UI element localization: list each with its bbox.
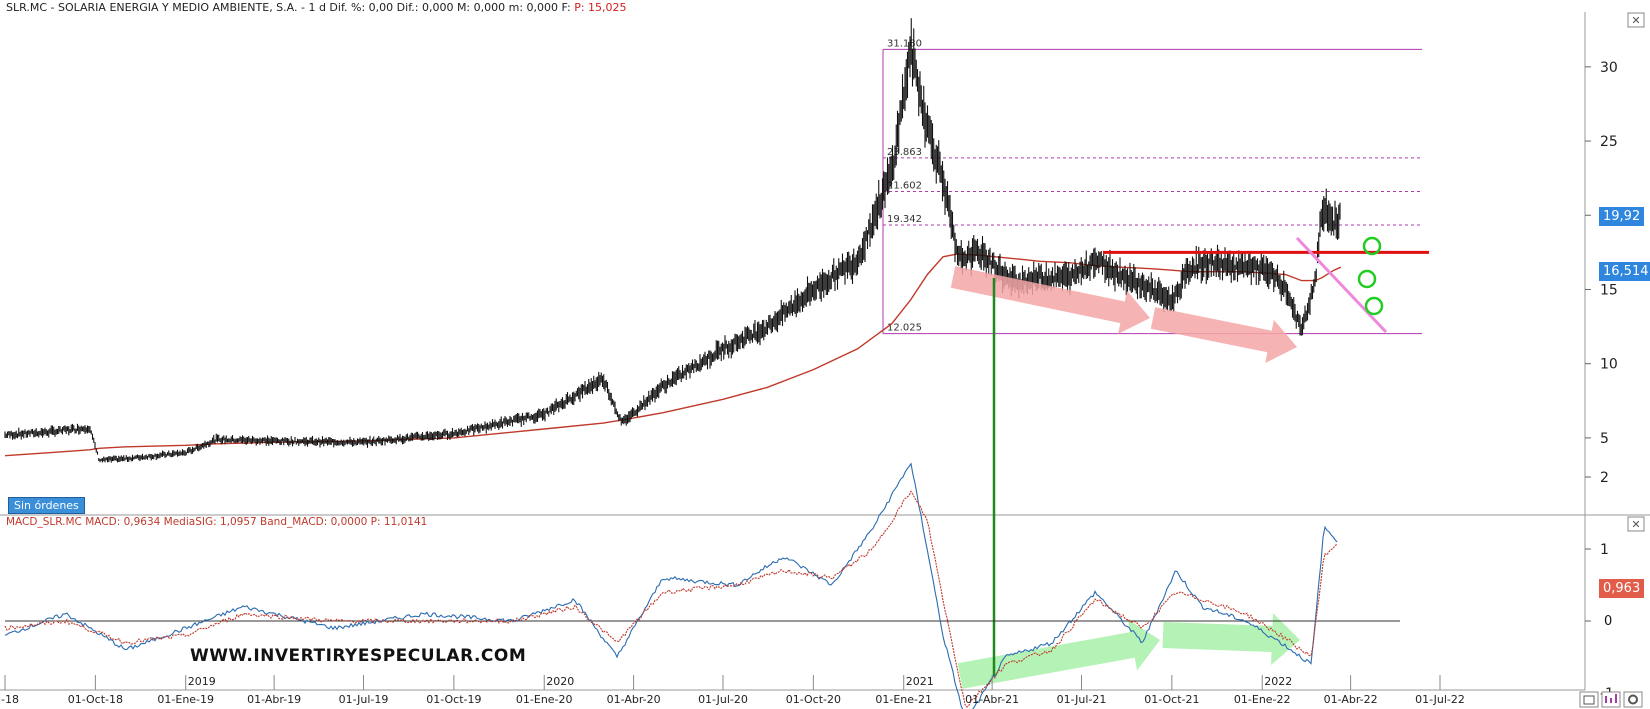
fib-level-label: 23.863: [887, 147, 922, 158]
breakout-circle: [1362, 236, 1382, 256]
time-tick-label: 01-Jul-21: [1057, 693, 1107, 706]
time-tick-label: 01-Ene-20: [516, 693, 573, 706]
breakout-circle: [1364, 296, 1384, 316]
watermark-url: WWW.INVERTIRYESPECULAR.COM: [190, 646, 527, 666]
time-tick-label: 01-Ene-21: [875, 693, 932, 706]
price-tick-label: 25: [1600, 134, 1618, 150]
macd-divergence-arrow-2-shape: [1162, 612, 1300, 665]
window-icon[interactable]: [1579, 691, 1599, 708]
year-label: 2022: [1264, 675, 1292, 688]
settings-icon[interactable]: [1623, 691, 1643, 708]
time-tick-label: 01-Abr-21: [965, 693, 1019, 706]
time-tick-label: 01-Jul-20: [698, 693, 748, 706]
year-label: 2020: [546, 675, 574, 688]
chart-header: SLR.MC - SOLARIA ENERGIA Y MEDIO AMBIENT…: [6, 1, 627, 14]
time-tick-label: 01-Abr-22: [1324, 693, 1378, 706]
year-label: 2021: [906, 675, 934, 688]
macd-zero-label: 0: [1601, 613, 1616, 630]
time-tick-label: 01-Jul-19: [339, 693, 389, 706]
fib-level-label: 21.602: [887, 180, 922, 191]
time-tick-label: 01-Ene-22: [1234, 693, 1291, 706]
fib-level-label: 12.025: [887, 323, 922, 334]
pane-close-icon[interactable]: ✕: [1627, 12, 1645, 28]
macd-divergence-arrow-2: [1162, 612, 1300, 665]
downtrend-arrow-2-shape: [1150, 307, 1297, 364]
macd-tick-label: 1: [1600, 542, 1609, 558]
time-tick-label: ul-18: [0, 693, 19, 706]
downtrend-arrow-1: [950, 266, 1150, 334]
header-close: P: 15,025: [574, 1, 627, 14]
svg-text:✕: ✕: [1631, 14, 1640, 27]
time-tick-label: 01-Oct-20: [786, 693, 841, 706]
macd-divergence-arrow-1-shape: [957, 619, 1160, 689]
macd-tick-label: 2: [1600, 470, 1609, 486]
macd-signal-line: [4, 490, 1338, 708]
macd-header: MACD_SLR.MC MACD: 0,9634 MediaSIG: 1,095…: [6, 516, 428, 528]
header-text: SLR.MC - SOLARIA ENERGIA Y MEDIO AMBIENT…: [6, 1, 571, 14]
macd-line: [4, 462, 1338, 709]
price-tick-label: 5: [1600, 431, 1609, 447]
time-tick-label: 01-Oct-19: [426, 693, 481, 706]
macd-pane: [4, 462, 1400, 709]
time-tick-label: 01-Jul-22: [1415, 693, 1465, 706]
fib-level-label: 31.180: [887, 38, 922, 49]
breakout-circle: [1357, 269, 1377, 289]
fibonacci-retracement[interactable]: 31.180 23.863 21.602 19.342 12.025: [882, 38, 1422, 335]
macd-divergence-arrow-1: [957, 619, 1160, 689]
price-tick-label: 30: [1600, 60, 1618, 76]
axes: 51015202530-112ul-1801-Oct-1801-Ene-1901…: [0, 60, 1618, 706]
drawing-annotations[interactable]: [949, 236, 1429, 702]
time-tick-label: 01-Abr-20: [607, 693, 661, 706]
svg-text:✕: ✕: [1631, 518, 1640, 531]
macd-last-label: 0,963: [1599, 579, 1645, 598]
time-tick-label: 01-Oct-21: [1144, 693, 1199, 706]
year-label: 2019: [188, 675, 216, 688]
fib-level-label: 19.342: [887, 214, 922, 225]
price-bars: [4, 18, 1341, 463]
time-tick-label: 01-Ene-19: [157, 693, 214, 706]
time-tick-label: 01-Oct-18: [68, 693, 123, 706]
price-tick-label: 15: [1600, 282, 1618, 298]
downtrend-line: [1295, 236, 1388, 334]
price-tick-label: 10: [1600, 357, 1618, 373]
downtrend-arrow-1-shape: [950, 266, 1150, 334]
downtrend-arrow-2: [1150, 307, 1297, 364]
macd-close-icon[interactable]: ✕: [1627, 516, 1645, 532]
time-tick-label: 01-Abr-19: [247, 693, 301, 706]
ma-price-label: 16,514: [1599, 262, 1650, 281]
orders-badge[interactable]: Sin órdenes: [8, 497, 85, 514]
chart-type-icon[interactable]: [1601, 691, 1621, 708]
last-price-label: 19,92: [1599, 207, 1645, 226]
